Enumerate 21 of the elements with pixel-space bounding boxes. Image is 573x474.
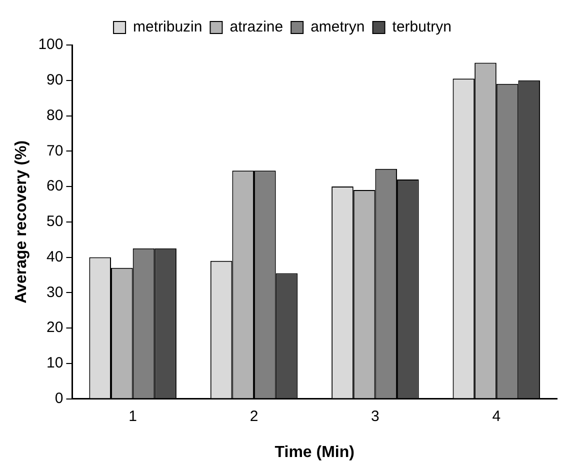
x-axis-title: Time (Min) xyxy=(274,444,354,461)
y-tick-label: 60 xyxy=(46,178,64,195)
y-axis-title: Average recovery (%) xyxy=(13,140,30,304)
legend-label: ametryn xyxy=(310,18,365,36)
y-tick-label: 50 xyxy=(46,213,64,230)
x-tick-label: 4 xyxy=(492,408,501,425)
y-tick-label: 30 xyxy=(46,284,64,301)
y-tick-label: 70 xyxy=(46,142,64,160)
legend-label: atrazine xyxy=(230,18,284,36)
legend-label: metribuzin xyxy=(133,18,202,36)
x-tick-label: 2 xyxy=(250,408,258,425)
y-tick-label: 40 xyxy=(46,248,64,266)
y-tick-label: 80 xyxy=(46,106,64,124)
y-tick-label: 10 xyxy=(46,354,64,372)
x-tick-label: 1 xyxy=(128,408,137,425)
y-tick-label: 0 xyxy=(54,390,64,407)
y-tick-label: 20 xyxy=(46,319,64,336)
x-tick-label: 3 xyxy=(371,408,380,425)
legend-label: terbutryn xyxy=(392,18,452,36)
y-tick-label: 90 xyxy=(46,72,64,89)
y-tick-label: 100 xyxy=(38,36,64,54)
